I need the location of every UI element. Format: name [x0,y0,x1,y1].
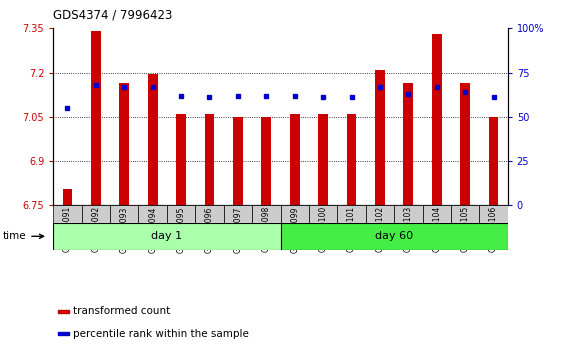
Bar [280,223,508,250]
Bar [148,74,158,205]
Bar [309,205,337,223]
Text: GSM586101: GSM586101 [347,206,356,252]
Bar [224,205,252,223]
Bar [110,205,139,223]
Bar [205,114,214,205]
Bar [261,117,272,205]
Bar [432,34,442,205]
Bar [394,205,422,223]
Bar [62,189,72,205]
Bar [460,83,470,205]
Text: GSM586091: GSM586091 [63,206,72,252]
Text: GSM586106: GSM586106 [489,206,498,252]
Bar [280,205,309,223]
Text: GSM586095: GSM586095 [177,206,186,253]
Bar [489,117,499,205]
Bar [176,114,186,205]
Text: GSM586093: GSM586093 [120,206,129,253]
Text: GSM586092: GSM586092 [91,206,100,252]
Bar [91,31,101,205]
Text: GSM586103: GSM586103 [404,206,413,252]
Text: percentile rank within the sample: percentile rank within the sample [73,329,249,338]
Bar [139,205,167,223]
Bar [451,205,479,223]
Bar [318,114,328,205]
Bar [53,205,82,223]
Text: GSM586094: GSM586094 [148,206,157,253]
Bar [289,114,300,205]
Bar [347,114,356,205]
Text: day 60: day 60 [375,231,413,241]
Text: GSM586104: GSM586104 [432,206,441,252]
Bar [403,83,413,205]
Bar [195,205,224,223]
Text: transformed count: transformed count [73,306,170,316]
Text: GSM586105: GSM586105 [461,206,470,252]
Text: day 1: day 1 [151,231,182,241]
Text: GSM586097: GSM586097 [233,206,242,253]
Bar [366,205,394,223]
Bar [119,83,129,205]
Bar [252,205,280,223]
Bar [233,117,243,205]
Bar [58,310,69,313]
Text: GSM586096: GSM586096 [205,206,214,253]
Text: GDS4374 / 7996423: GDS4374 / 7996423 [53,9,173,22]
Bar [422,205,451,223]
Text: time: time [3,231,44,241]
Bar [53,223,280,250]
Bar [82,205,110,223]
Bar [479,205,508,223]
Bar [58,332,69,335]
Text: GSM586098: GSM586098 [262,206,271,252]
Text: GSM586100: GSM586100 [319,206,328,252]
Text: GSM586099: GSM586099 [290,206,299,253]
Bar [337,205,366,223]
Text: GSM586102: GSM586102 [375,206,384,252]
Bar [167,205,195,223]
Bar [375,70,385,205]
